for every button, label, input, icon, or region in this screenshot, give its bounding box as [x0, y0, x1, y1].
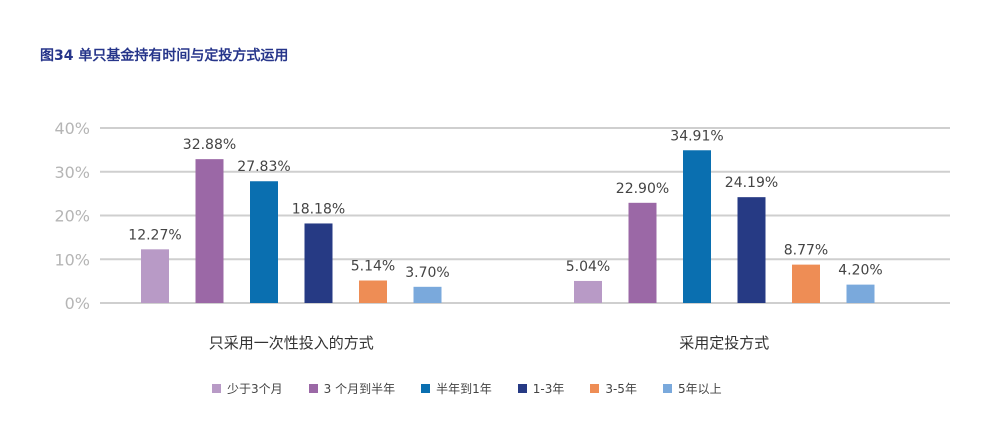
data-label: 5.04% [566, 259, 610, 275]
legend-swatch [212, 384, 221, 393]
bar [359, 280, 387, 303]
legend-item: 半年到1年 [421, 380, 492, 397]
data-label: 12.27% [128, 227, 181, 243]
data-label: 32.88% [183, 137, 236, 153]
data-label: 34.91% [670, 128, 723, 144]
y-tick-label: 40% [54, 119, 90, 138]
bar [683, 150, 711, 303]
data-label: 18.18% [292, 201, 345, 217]
y-tick-label: 20% [54, 207, 90, 226]
legend-label: 3 个月到半年 [323, 382, 396, 396]
bar [737, 197, 766, 303]
data-label: 5.14% [351, 259, 395, 275]
data-label: 24.19% [725, 175, 778, 191]
bar [413, 286, 442, 303]
data-label: 27.83% [237, 159, 290, 175]
legend-item: 3-5年 [590, 380, 637, 397]
legend-swatch [421, 384, 431, 393]
bar [846, 284, 875, 303]
bar [304, 223, 333, 303]
bar [792, 264, 820, 303]
legend-item: 3 个月到半年 [308, 380, 396, 397]
data-label: 8.77% [784, 243, 828, 259]
bar [250, 181, 278, 303]
bar [141, 249, 169, 303]
y-tick-label: 30% [54, 163, 90, 182]
y-tick-label: 10% [54, 250, 90, 269]
legend-swatch [590, 384, 600, 393]
legend-item: 少于3个月 [212, 380, 283, 397]
bar [195, 159, 224, 303]
legend-item: 5年以上 [662, 380, 722, 397]
data-label: 22.90% [616, 181, 669, 197]
legend-label: 3-5年 [605, 382, 637, 396]
legend-label: 半年到1年 [436, 382, 492, 396]
chart-title: 图34 单只基金持有时间与定投方式运用 [40, 48, 289, 64]
legend-swatch [662, 384, 672, 393]
legend: 少于3个月 3 个月到半年 半年到1年 1-3年 3-5年 5年以上 [212, 380, 722, 397]
legend-label: 1-3年 [532, 382, 565, 396]
legend-swatch [308, 384, 318, 393]
data-label: 4.20% [838, 263, 882, 279]
category-label: 采用定投方式 [679, 334, 769, 352]
bar [628, 202, 657, 303]
legend-item: 1-3年 [517, 380, 565, 397]
legend-swatch [517, 384, 527, 393]
legend-label: 5年以上 [677, 382, 722, 396]
category-label: 只采用一次性投入的方式 [209, 334, 374, 352]
y-tick-label: 0% [65, 294, 90, 313]
legend-label: 少于3个月 [227, 382, 283, 396]
bar [574, 280, 602, 303]
data-label: 3.70% [405, 265, 449, 281]
